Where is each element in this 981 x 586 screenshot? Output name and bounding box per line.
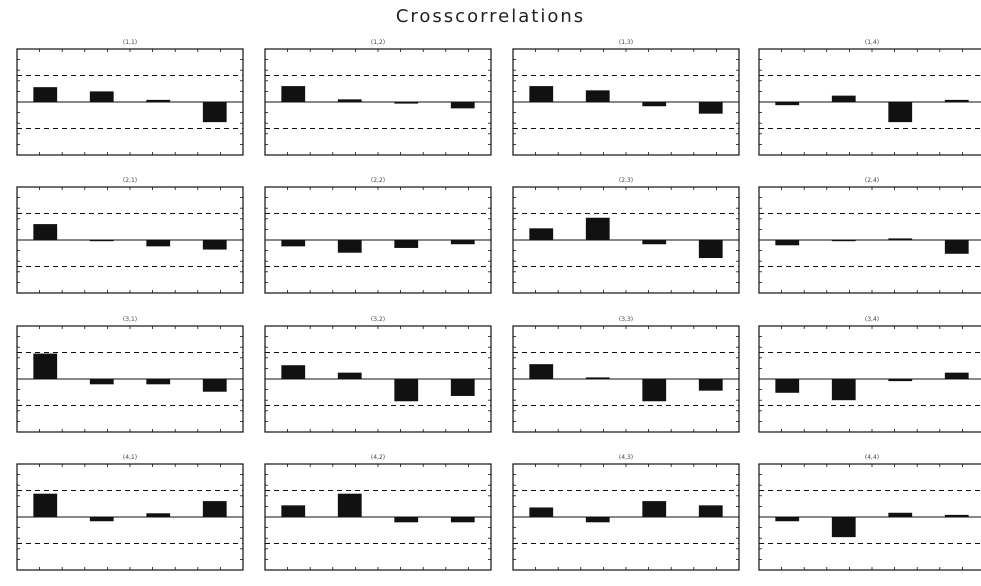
bar-lag-3	[394, 517, 419, 523]
bar-lag-4	[202, 102, 227, 123]
bar-lag-2	[585, 90, 610, 102]
bar-lag-4	[202, 240, 227, 250]
bar-lag-1	[775, 517, 800, 522]
bar-lag-2	[831, 517, 856, 538]
bar-lag-2	[337, 240, 362, 253]
subplot-title: (2,3)	[619, 177, 633, 184]
subplot-10: (3,2)	[264, 316, 492, 433]
bar-lag-1	[33, 224, 58, 240]
bar-lag-2	[831, 95, 856, 102]
bar-lag-3	[642, 379, 667, 402]
bar-lag-1	[775, 102, 800, 106]
bar-lag-2	[831, 379, 856, 401]
crosscorrelation-grid: (1,1) (1,2) (1,3) (1,4) (2,1) (2,2) (2,3) (2,4)…	[16, 39, 981, 571]
bar-lag-4	[450, 102, 475, 109]
bar-lag-1	[775, 240, 800, 246]
subplot-title: (2,2)	[371, 177, 385, 184]
bar-lag-1	[529, 228, 554, 240]
bar-lag-3	[146, 379, 171, 385]
bar-lag-1	[529, 507, 554, 517]
bar-lag-3	[146, 240, 171, 247]
subplot-5: (2,1)	[16, 177, 244, 294]
bar-lag-4	[944, 99, 969, 102]
bar-lag-4	[450, 379, 475, 396]
subplot-title: (1,2)	[371, 39, 385, 46]
bar-lag-2	[89, 240, 114, 242]
subplot-title: (4,4)	[865, 454, 879, 461]
bar-lag-2	[831, 240, 856, 242]
bar-lag-4	[450, 517, 475, 523]
bar-lag-4	[944, 240, 969, 254]
subplot-title: (3,3)	[619, 316, 633, 323]
subplot-title: (3,4)	[865, 316, 879, 323]
bar-lag-1	[529, 86, 554, 102]
bar-lag-2	[337, 372, 362, 379]
bar-lag-2	[89, 91, 114, 102]
bar-lag-1	[33, 87, 58, 102]
subplot-title: (1,1)	[123, 39, 137, 46]
subplot-title: (4,3)	[619, 454, 633, 461]
bar-lag-1	[281, 505, 306, 517]
subplot-title: (2,1)	[123, 177, 137, 184]
bar-lag-1	[33, 353, 58, 379]
bar-lag-2	[585, 217, 610, 240]
bar-lag-4	[944, 514, 969, 517]
subplot-title: (3,1)	[123, 316, 137, 323]
bar-lag-1	[281, 365, 306, 379]
bar-lag-4	[450, 240, 475, 245]
subplot-1: (1,1)	[16, 39, 244, 156]
figure-title: Crosscorrelations	[395, 6, 586, 27]
bar-lag-4	[202, 379, 227, 392]
bar-lag-1	[281, 240, 306, 247]
subplot-13: (4,1)	[16, 454, 244, 571]
bar-lag-4	[944, 372, 969, 379]
bar-lag-4	[698, 505, 723, 517]
subplot-11: (3,3)	[512, 316, 740, 433]
bar-lag-1	[529, 364, 554, 379]
bar-lag-3	[888, 102, 913, 123]
bar-lag-3	[146, 99, 171, 102]
subplot-title: (4,1)	[123, 454, 137, 461]
bar-lag-2	[89, 379, 114, 385]
subplot-6: (2,2)	[264, 177, 492, 294]
bar-lag-3	[394, 102, 419, 104]
subplot-15: (4,3)	[512, 454, 740, 571]
bar-lag-3	[394, 379, 419, 402]
bar-lag-2	[585, 517, 610, 523]
subplot-7: (2,3)	[512, 177, 740, 294]
subplot-16: (4,4)	[758, 454, 981, 571]
bar-lag-3	[888, 238, 913, 240]
bar-lag-3	[642, 501, 667, 517]
subplot-3: (1,3)	[512, 39, 740, 156]
subplot-12: (3,4)	[758, 316, 981, 433]
subplot-4: (1,4)	[758, 39, 981, 156]
subplot-title: (3,2)	[371, 316, 385, 323]
subplot-title: (1,4)	[865, 39, 879, 46]
bar-lag-2	[585, 377, 610, 379]
subplot-title: (2,4)	[865, 177, 879, 184]
subplot-title: (1,3)	[619, 39, 633, 46]
bar-lag-4	[202, 501, 227, 517]
bar-lag-3	[146, 513, 171, 517]
bar-lag-2	[337, 493, 362, 517]
subplot-2: (1,2)	[264, 39, 492, 156]
bar-lag-3	[888, 379, 913, 382]
subplot-9: (3,1)	[16, 316, 244, 433]
bar-lag-4	[698, 102, 723, 114]
bar-lag-3	[642, 240, 667, 245]
bar-lag-3	[394, 240, 419, 248]
subplot-14: (4,2)	[264, 454, 492, 571]
bar-lag-3	[642, 102, 667, 107]
bar-lag-4	[698, 240, 723, 259]
bar-lag-3	[888, 512, 913, 517]
bar-lag-2	[89, 517, 114, 522]
bar-lag-4	[698, 379, 723, 391]
bar-lag-1	[281, 86, 306, 102]
bar-lag-1	[775, 379, 800, 393]
subplot-8: (2,4)	[758, 177, 981, 294]
bar-lag-1	[33, 493, 58, 517]
subplot-title: (4,2)	[371, 454, 385, 461]
bar-lag-2	[337, 99, 362, 102]
